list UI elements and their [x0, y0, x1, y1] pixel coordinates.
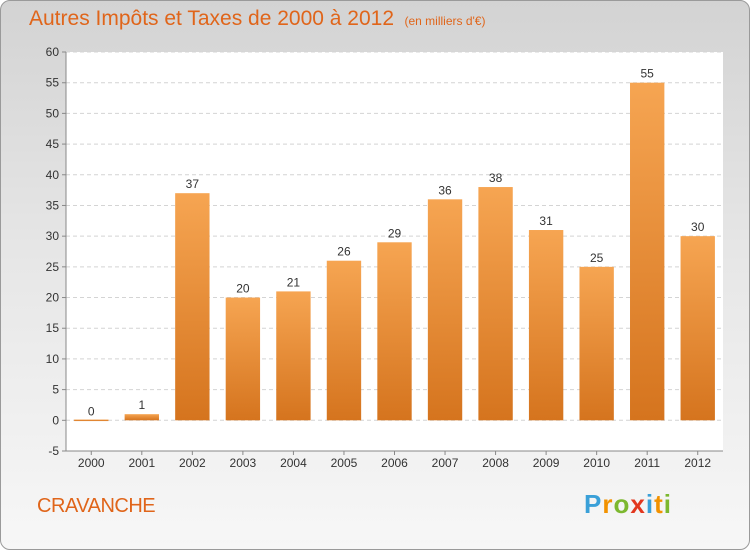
x-tick-label: 2009	[533, 456, 560, 470]
data-label: 26	[337, 245, 351, 259]
data-label: 20	[236, 282, 250, 296]
y-tick-label: 35	[46, 198, 60, 212]
bar	[225, 297, 261, 421]
x-tick-label: 2007	[432, 456, 459, 470]
bar	[276, 291, 311, 421]
data-label: 25	[590, 251, 604, 265]
bar	[377, 242, 412, 421]
y-tick-label: 40	[46, 168, 60, 182]
logo-letter: i	[663, 489, 672, 519]
x-tick-label: 2011	[634, 456, 660, 470]
y-tick-label: 45	[46, 137, 60, 151]
y-tick-label: 5	[52, 383, 59, 397]
x-tick-label: 2005	[331, 456, 358, 470]
unit-text: (en milliers d'€)	[404, 14, 486, 28]
bar	[427, 199, 463, 421]
proxiti-logo: Proxiti	[584, 489, 672, 520]
bar	[630, 82, 665, 421]
y-tick-label: 50	[46, 106, 60, 120]
bar	[175, 193, 210, 421]
x-tick-label: 2006	[381, 456, 408, 470]
data-label: 30	[691, 220, 705, 234]
data-label: 0	[88, 404, 95, 418]
bar	[579, 266, 614, 421]
x-tick-label: 2008	[482, 456, 509, 470]
x-tick-label: 2012	[684, 456, 711, 470]
x-tick-label: 2003	[230, 456, 257, 470]
bar	[528, 230, 564, 421]
logo-letter: i	[645, 489, 655, 519]
x-tick-label: 2004	[280, 456, 307, 470]
logo-letter: x	[630, 489, 646, 519]
y-tick-label: 30	[46, 229, 60, 243]
data-label: 37	[186, 177, 200, 191]
y-tick-label: -5	[48, 444, 59, 458]
x-tick-label: 2010	[583, 456, 610, 470]
y-tick-label: 10	[46, 352, 60, 366]
data-label: 1	[138, 398, 145, 412]
y-tick-label: 0	[52, 413, 59, 427]
x-tick-label: 2002	[179, 456, 206, 470]
bar	[74, 419, 109, 422]
bar	[478, 187, 513, 421]
bar	[680, 236, 715, 421]
title-text: Autres Impôts et Taxes de 2000 à 2012	[29, 7, 395, 30]
logo-letter: r	[602, 489, 614, 519]
x-tick-label: 2000	[78, 456, 105, 470]
y-tick-label: 20	[46, 291, 60, 305]
chart-title: Autres Impôts et Taxes de 2000 à 2012 (e…	[29, 7, 485, 31]
bar	[326, 260, 362, 421]
data-label: 38	[489, 171, 503, 185]
data-label: 36	[438, 183, 452, 197]
y-tick-label: 55	[46, 76, 60, 90]
bar	[124, 414, 159, 421]
data-label: 21	[287, 275, 301, 289]
data-label: 55	[641, 67, 655, 81]
data-label: 31	[539, 214, 553, 228]
data-label: 29	[388, 226, 402, 240]
y-tick-label: 60	[46, 45, 60, 59]
logo-letter: P	[584, 489, 603, 519]
logo-letter: t	[654, 489, 664, 519]
place-name: CRAVANCHE	[37, 495, 156, 517]
logo-letter: o	[613, 489, 631, 519]
y-tick-label: 15	[46, 321, 60, 335]
y-tick-label: 25	[46, 260, 60, 274]
x-tick-label: 2001	[128, 456, 155, 470]
